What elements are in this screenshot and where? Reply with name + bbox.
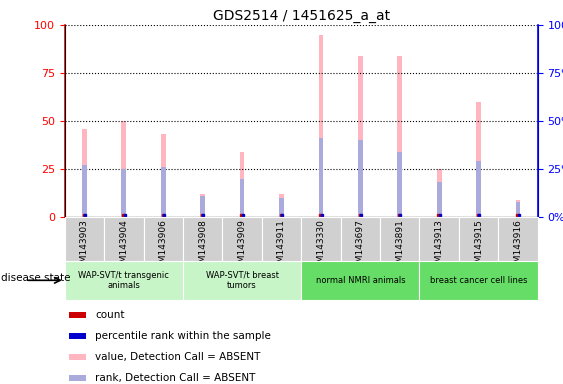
Text: GSM143908: GSM143908 — [198, 219, 207, 274]
Bar — [69, 354, 86, 360]
Text: percentile rank within the sample: percentile rank within the sample — [95, 331, 271, 341]
Bar — [397, 152, 402, 217]
Bar — [516, 200, 520, 217]
Bar — [380, 217, 419, 261]
Text: rank, Detection Call = ABSENT: rank, Detection Call = ABSENT — [95, 373, 255, 383]
Bar — [222, 217, 262, 261]
Bar — [419, 217, 459, 261]
Text: GSM143913: GSM143913 — [435, 219, 444, 274]
Bar — [104, 217, 144, 261]
Bar — [476, 161, 481, 217]
Bar — [65, 217, 104, 261]
Bar — [183, 217, 222, 261]
Bar — [161, 134, 166, 217]
Text: count: count — [95, 310, 124, 320]
Text: WAP-SVT/t transgenic
animals: WAP-SVT/t transgenic animals — [78, 271, 169, 290]
Text: GSM143916: GSM143916 — [513, 219, 522, 274]
Text: normal NMRI animals: normal NMRI animals — [315, 276, 405, 285]
Bar — [301, 217, 341, 261]
Bar — [437, 169, 441, 217]
Text: GSM143904: GSM143904 — [119, 219, 128, 274]
Text: GSM143915: GSM143915 — [474, 219, 483, 274]
Bar — [183, 261, 301, 300]
Bar — [65, 261, 183, 300]
Text: WAP-SVT/t breast
tumors: WAP-SVT/t breast tumors — [205, 271, 279, 290]
Bar — [82, 129, 87, 217]
Bar — [240, 179, 244, 217]
Bar — [279, 194, 284, 217]
Text: GSM143697: GSM143697 — [356, 219, 365, 274]
Bar — [341, 217, 380, 261]
Bar — [69, 312, 86, 318]
Bar — [397, 56, 402, 217]
Bar — [279, 198, 284, 217]
Bar — [319, 35, 323, 217]
Bar — [200, 194, 205, 217]
Text: breast cancer cell lines: breast cancer cell lines — [430, 276, 528, 285]
Bar — [459, 217, 498, 261]
Text: value, Detection Call = ABSENT: value, Detection Call = ABSENT — [95, 352, 260, 362]
Bar — [200, 196, 205, 217]
Text: GSM143911: GSM143911 — [277, 219, 286, 274]
Bar — [358, 140, 363, 217]
Text: disease state: disease state — [1, 273, 70, 283]
Bar — [240, 152, 244, 217]
Bar — [437, 182, 441, 217]
Bar — [301, 261, 419, 300]
Text: GSM143330: GSM143330 — [316, 219, 325, 274]
Bar — [358, 56, 363, 217]
Bar — [69, 333, 86, 339]
Bar — [498, 217, 538, 261]
Bar — [144, 217, 183, 261]
Text: GSM143891: GSM143891 — [395, 219, 404, 274]
Bar — [516, 202, 520, 217]
Bar — [69, 375, 86, 381]
Bar — [419, 261, 538, 300]
Text: GSM143906: GSM143906 — [159, 219, 168, 274]
Text: GSM143909: GSM143909 — [238, 219, 247, 274]
Bar — [476, 102, 481, 217]
Bar — [122, 121, 126, 217]
Bar — [262, 217, 301, 261]
Text: GSM143903: GSM143903 — [80, 219, 89, 274]
Bar — [319, 138, 323, 217]
Bar — [122, 169, 126, 217]
Title: GDS2514 / 1451625_a_at: GDS2514 / 1451625_a_at — [213, 8, 390, 23]
Bar — [82, 165, 87, 217]
Bar — [161, 167, 166, 217]
